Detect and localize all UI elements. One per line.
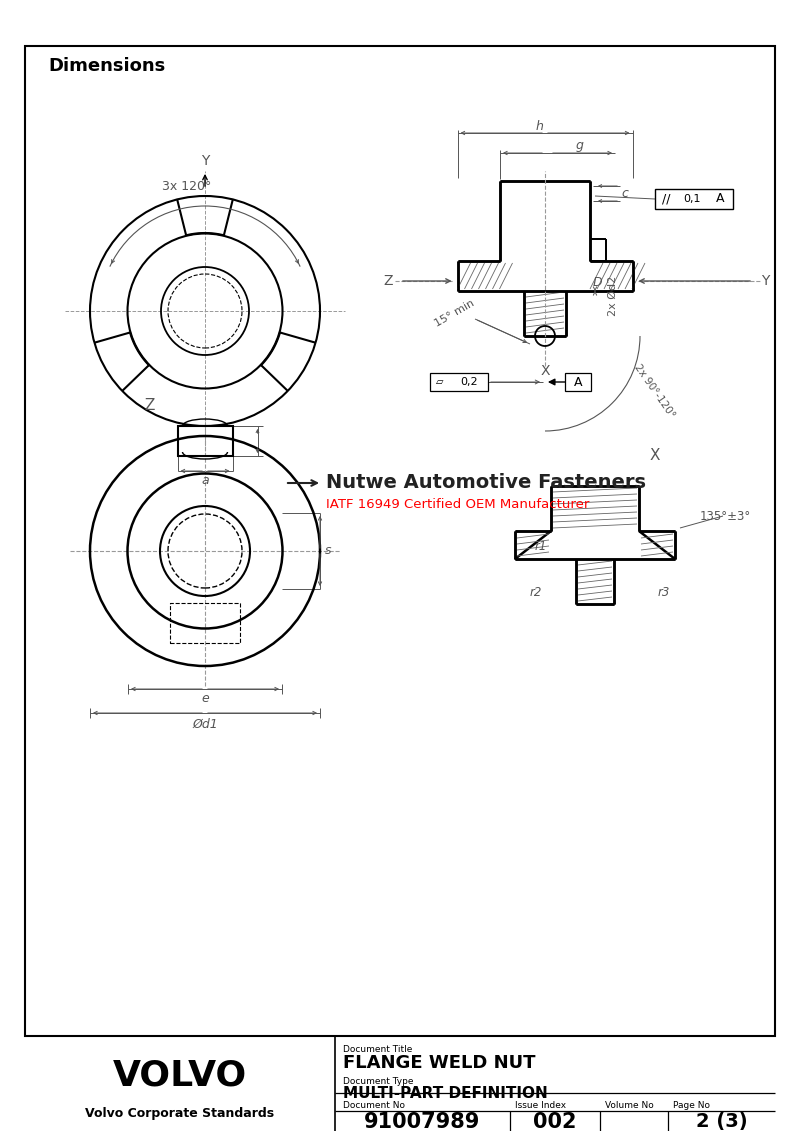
Text: Document Type: Document Type bbox=[343, 1077, 414, 1086]
Text: Volvo Corporate Standards: Volvo Corporate Standards bbox=[86, 1106, 274, 1120]
Bar bbox=[178, 426, 233, 456]
Text: Volume No: Volume No bbox=[605, 1100, 654, 1110]
Text: VOLVO: VOLVO bbox=[113, 1057, 247, 1093]
Text: Dimensions: Dimensions bbox=[48, 57, 166, 75]
Text: Document Title: Document Title bbox=[343, 1045, 412, 1053]
Text: Nutwe Automotive Fasteners: Nutwe Automotive Fasteners bbox=[326, 474, 646, 492]
Text: A: A bbox=[574, 375, 582, 389]
Text: ▱: ▱ bbox=[436, 377, 444, 387]
Text: r2: r2 bbox=[530, 586, 542, 598]
Text: Y: Y bbox=[201, 154, 209, 169]
Text: h: h bbox=[536, 120, 544, 132]
Text: 91007989: 91007989 bbox=[364, 1112, 481, 1131]
Text: 0,1: 0,1 bbox=[683, 195, 701, 204]
Text: c: c bbox=[622, 187, 629, 200]
Text: 002: 002 bbox=[534, 1112, 577, 1131]
Text: Page No: Page No bbox=[673, 1100, 710, 1110]
Text: 3x 120°: 3x 120° bbox=[162, 180, 212, 192]
Text: X: X bbox=[650, 449, 660, 464]
Text: 2 (3): 2 (3) bbox=[696, 1113, 747, 1131]
Bar bbox=[25, 46, 775, 1036]
Bar bbox=[458, 261, 633, 291]
Bar bbox=[170, 603, 240, 644]
Text: Y: Y bbox=[761, 274, 769, 288]
Text: Ød1: Ød1 bbox=[192, 717, 218, 731]
Bar bbox=[565, 373, 591, 391]
Bar bbox=[655, 189, 733, 209]
Text: g: g bbox=[576, 139, 584, 153]
Text: FLANGE WELD NUT: FLANGE WELD NUT bbox=[343, 1054, 535, 1072]
Bar bbox=[430, 373, 488, 391]
Text: s: s bbox=[325, 544, 331, 558]
Text: r1: r1 bbox=[535, 541, 547, 553]
Text: A: A bbox=[716, 192, 724, 206]
Text: 135°±3°: 135°±3° bbox=[699, 509, 750, 523]
Text: 0,2: 0,2 bbox=[460, 377, 478, 387]
Text: 2x 90°-120°: 2x 90°-120° bbox=[633, 362, 677, 420]
Text: a: a bbox=[201, 474, 209, 486]
Text: r3: r3 bbox=[658, 586, 670, 598]
Text: //: // bbox=[662, 192, 670, 206]
Text: IATF 16949 Certified OEM Manufacturer: IATF 16949 Certified OEM Manufacturer bbox=[326, 499, 590, 511]
Text: e: e bbox=[201, 692, 209, 706]
Text: X: X bbox=[540, 364, 550, 378]
Text: 2x Ød2: 2x Ød2 bbox=[608, 276, 618, 317]
Text: Issue Index: Issue Index bbox=[515, 1100, 566, 1110]
Text: Z: Z bbox=[145, 398, 155, 414]
Text: Z: Z bbox=[383, 274, 393, 288]
Text: Document No: Document No bbox=[343, 1100, 405, 1110]
Text: 15° min: 15° min bbox=[434, 297, 477, 328]
Text: D: D bbox=[592, 276, 602, 290]
Text: MULTI-PART DEFINITION: MULTI-PART DEFINITION bbox=[343, 1087, 548, 1102]
